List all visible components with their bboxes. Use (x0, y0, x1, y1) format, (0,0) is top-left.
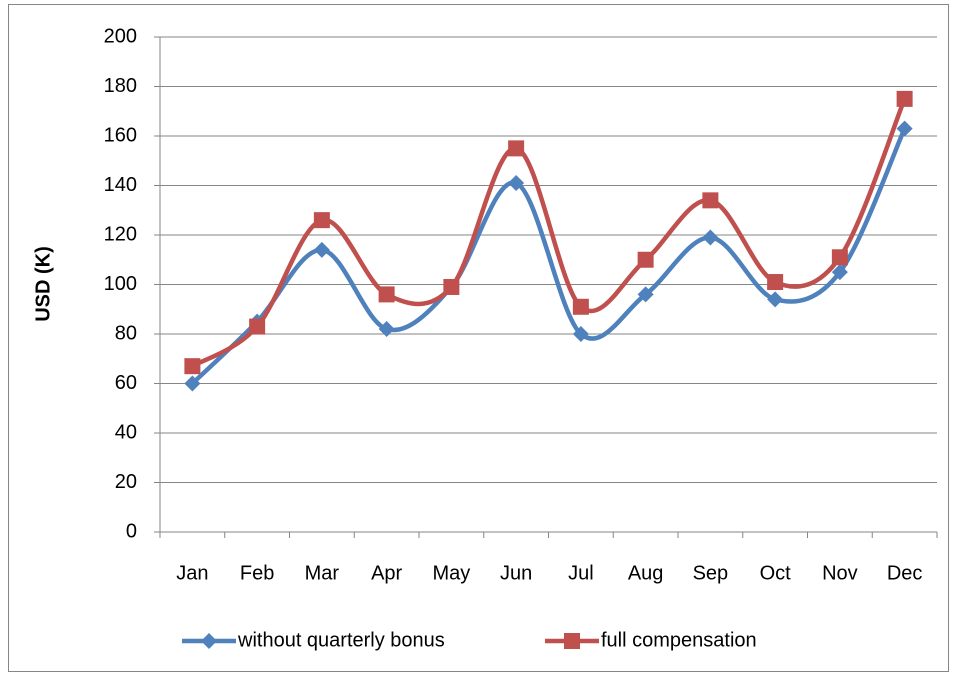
x-tick-label: Apr (371, 562, 402, 584)
y-tick-label: 0 (126, 520, 137, 542)
marker (378, 286, 395, 303)
y-tick-label: 160 (104, 124, 137, 146)
marker (313, 241, 330, 258)
marker (702, 192, 719, 209)
y-tick-label: 120 (104, 223, 137, 245)
x-tick-label: Jun (500, 562, 532, 584)
marker (896, 120, 913, 137)
x-tick-label: Nov (822, 562, 858, 584)
x-tick-label: Mar (305, 562, 340, 584)
x-tick-label: Aug (628, 562, 664, 584)
marker (767, 274, 784, 291)
marker (572, 298, 589, 315)
x-tick-label: Jan (176, 562, 208, 584)
marker (896, 90, 913, 107)
x-tick-label: Feb (240, 562, 274, 584)
legend-label: without quarterly bonus (237, 629, 445, 651)
marker (637, 286, 654, 303)
marker (831, 249, 848, 266)
y-tick-label: 100 (104, 273, 137, 295)
y-tick-label: 180 (104, 75, 137, 97)
marker (702, 229, 719, 246)
legend-label: full compensation (601, 629, 757, 651)
marker (637, 251, 654, 268)
marker (508, 140, 525, 157)
y-tick-label: 140 (104, 174, 137, 196)
x-tick-label: Oct (760, 562, 792, 584)
marker (508, 175, 525, 192)
marker (184, 358, 201, 375)
x-tick-label: Jul (568, 562, 594, 584)
marker (313, 212, 330, 229)
marker (572, 326, 589, 342)
y-tick-label: 60 (115, 372, 137, 394)
marker (184, 375, 201, 392)
y-axis-label: USD (K) (32, 246, 54, 322)
marker (378, 321, 395, 338)
marker (201, 633, 217, 649)
marker (767, 291, 784, 308)
marker (831, 264, 848, 281)
y-tick-label: 40 (115, 421, 137, 443)
y-tick-label: 80 (115, 322, 137, 344)
marker (443, 278, 460, 295)
y-tick-label: 20 (115, 471, 137, 493)
x-tick-label: Dec (887, 562, 923, 584)
marker (249, 318, 266, 335)
y-tick-label: 200 (104, 25, 137, 47)
x-tick-label: Sep (693, 562, 729, 584)
chart-border (8, 4, 949, 672)
x-tick-label: May (432, 562, 470, 584)
marker (564, 633, 580, 649)
